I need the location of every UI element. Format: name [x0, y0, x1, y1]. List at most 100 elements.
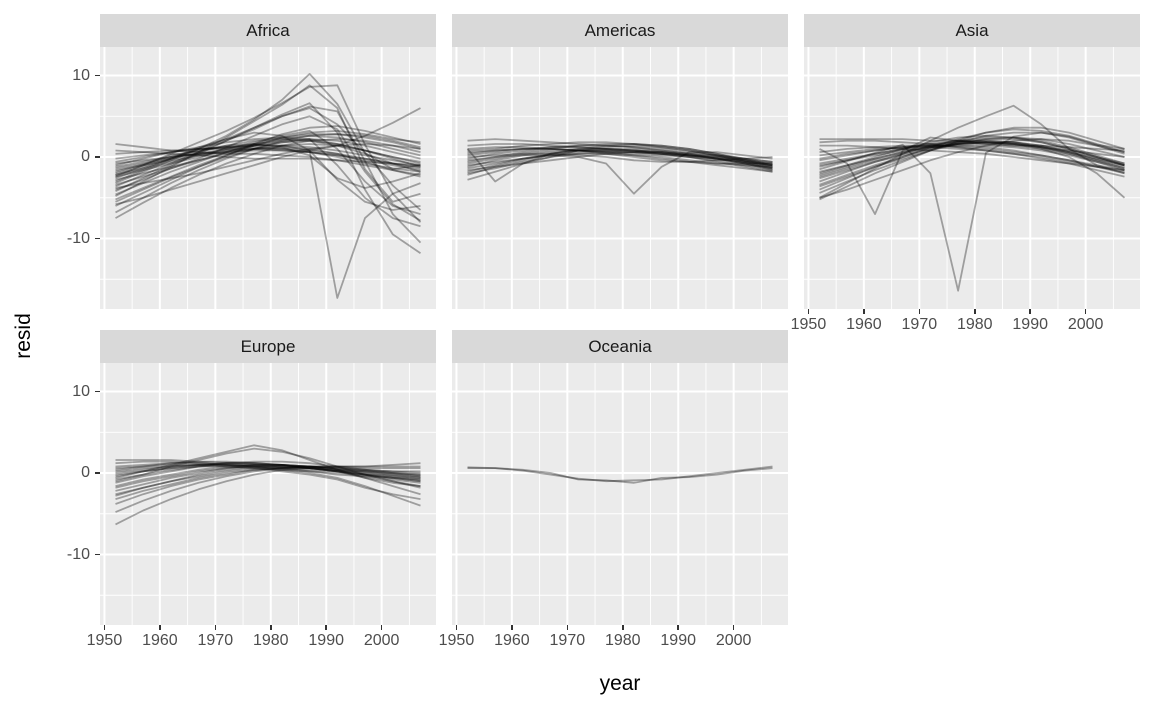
facet-strip-europe: Europe	[100, 330, 436, 363]
series-line	[115, 107, 421, 180]
series-line	[819, 146, 1125, 178]
series-line	[115, 146, 421, 178]
series-line	[819, 136, 1125, 188]
series-line	[115, 464, 421, 500]
series-line	[115, 465, 421, 505]
series-line	[115, 143, 421, 181]
series-line	[115, 465, 421, 496]
series-line	[115, 133, 421, 214]
series-line	[819, 138, 1125, 158]
series-line	[115, 149, 421, 171]
series-line	[115, 460, 421, 484]
facet-panel-oceania	[452, 363, 788, 625]
series-line	[467, 138, 773, 163]
x-tick-mark	[863, 309, 865, 314]
series-line	[115, 115, 421, 222]
y-tick-mark	[95, 237, 100, 240]
series-line	[115, 464, 421, 481]
x-tick-mark	[918, 309, 921, 314]
series-line	[115, 139, 421, 178]
series-line	[467, 466, 773, 484]
series-line	[115, 459, 421, 483]
series-line	[115, 460, 421, 481]
series-line	[467, 143, 773, 170]
series-line	[115, 131, 421, 211]
series-line	[819, 131, 1125, 194]
series-line	[115, 464, 421, 487]
series-line	[115, 148, 421, 170]
x-tick-mark	[677, 625, 679, 630]
x-tick-label: 1970	[901, 316, 938, 333]
series-line	[819, 141, 1125, 167]
series-line	[115, 146, 421, 173]
series-line	[467, 152, 773, 163]
panel-background	[100, 47, 436, 309]
x-tick-label: 1950	[86, 632, 123, 649]
series-line	[467, 141, 773, 167]
y-tick-label: 10	[72, 66, 90, 84]
series-line	[819, 143, 1125, 168]
facet-panel-africa	[100, 47, 436, 309]
x-tick-mark	[622, 625, 624, 630]
x-tick-label: 1990	[308, 632, 344, 649]
y-tick-label: 10	[72, 382, 90, 400]
x-tick-label: 1950	[790, 316, 827, 333]
series-line	[819, 139, 1125, 171]
x-tick-mark	[455, 625, 458, 630]
series-line	[115, 138, 421, 228]
x-tick-mark	[325, 625, 327, 630]
facet-panel-americas	[452, 47, 788, 309]
facet-panel-asia	[804, 47, 1140, 309]
series-line	[115, 148, 421, 168]
series-line	[115, 72, 422, 211]
series-line	[115, 144, 421, 167]
x-tick-label: 1980	[956, 316, 993, 333]
series-line	[819, 136, 1125, 183]
series-line	[819, 131, 1125, 292]
y-tick-label: -10	[66, 545, 90, 563]
series-line	[819, 139, 1125, 176]
series-line	[819, 144, 1125, 175]
series-line	[467, 151, 773, 175]
facet-strip-label: Europe	[240, 336, 296, 356]
series-line	[115, 102, 422, 254]
series-line	[115, 125, 421, 207]
facet-strip-africa: Africa	[100, 14, 436, 47]
facet-strip-asia: Asia	[804, 14, 1140, 47]
series-line	[115, 130, 421, 201]
series-line	[115, 464, 421, 496]
series-line	[115, 462, 421, 481]
facet-strip-label: Oceania	[588, 336, 652, 356]
x-tick-mark	[103, 625, 106, 630]
series-line	[115, 105, 422, 244]
y-tick-mark	[95, 390, 100, 393]
x-tick-label: 2000	[363, 632, 400, 649]
x-tick-mark	[807, 309, 810, 314]
series-line	[115, 462, 421, 479]
series-line	[115, 467, 421, 500]
facet-strip-label: Asia	[955, 20, 989, 40]
series-line	[115, 138, 421, 219]
series-line	[115, 130, 421, 215]
x-tick-label: 1980	[252, 632, 289, 649]
series-line	[819, 144, 1125, 170]
series-line	[115, 84, 422, 223]
x-tick-mark	[566, 625, 569, 630]
series-line	[819, 141, 1125, 173]
facet-strip-label: Americas	[584, 20, 656, 40]
series-line	[467, 148, 773, 173]
panel-background	[100, 363, 436, 625]
x-tick-mark	[1084, 309, 1087, 314]
series-line	[115, 465, 421, 513]
series-line	[115, 143, 421, 189]
series-line	[115, 444, 421, 487]
series-line	[115, 138, 421, 203]
x-tick-mark	[214, 625, 217, 630]
y-tick-label: 0	[81, 148, 90, 165]
series-line	[467, 149, 773, 170]
series-line	[467, 152, 773, 168]
series-line	[467, 149, 773, 168]
facet-strip-americas: Americas	[452, 14, 788, 47]
series-line	[467, 151, 773, 171]
